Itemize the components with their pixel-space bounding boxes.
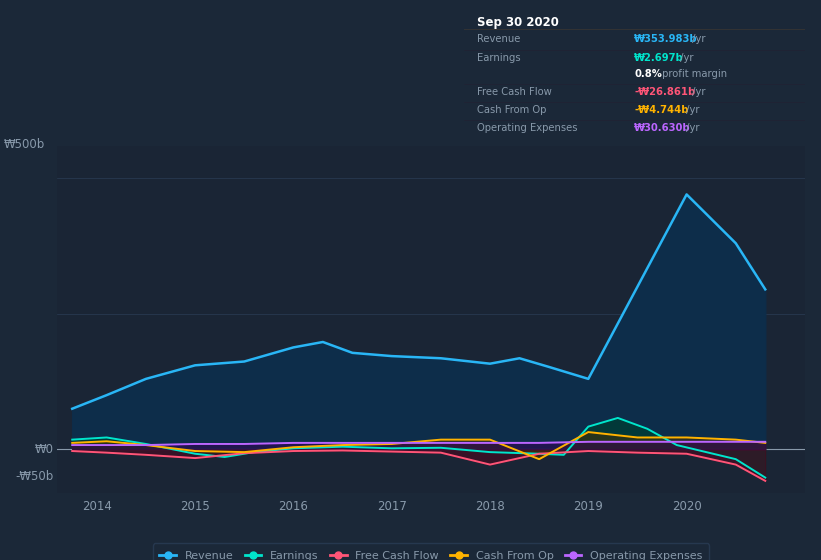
Text: /yr: /yr — [677, 53, 694, 63]
Text: /yr: /yr — [683, 105, 699, 115]
Text: /yr: /yr — [690, 34, 706, 44]
Text: Earnings: Earnings — [478, 53, 521, 63]
Text: ₩0: ₩0 — [34, 443, 53, 456]
Text: -₩4.744b: -₩4.744b — [635, 105, 689, 115]
Text: ₩500b: ₩500b — [4, 138, 45, 151]
Text: ₩30.630b: ₩30.630b — [635, 123, 690, 133]
Text: profit margin: profit margin — [658, 69, 727, 79]
Text: 0.8%: 0.8% — [635, 69, 662, 79]
Text: ₩353.983b: ₩353.983b — [635, 34, 698, 44]
Text: ₩2.697b: ₩2.697b — [635, 53, 684, 63]
Text: Cash From Op: Cash From Op — [478, 105, 547, 115]
Text: Operating Expenses: Operating Expenses — [478, 123, 578, 133]
Text: -₩26.861b: -₩26.861b — [635, 87, 695, 97]
Text: Revenue: Revenue — [478, 34, 521, 44]
Text: /yr: /yr — [683, 123, 699, 133]
Text: Sep 30 2020: Sep 30 2020 — [478, 16, 559, 29]
Text: /yr: /yr — [690, 87, 706, 97]
Text: Free Cash Flow: Free Cash Flow — [478, 87, 553, 97]
Legend: Revenue, Earnings, Free Cash Flow, Cash From Op, Operating Expenses: Revenue, Earnings, Free Cash Flow, Cash … — [153, 544, 709, 560]
Text: -₩50b: -₩50b — [16, 470, 53, 483]
